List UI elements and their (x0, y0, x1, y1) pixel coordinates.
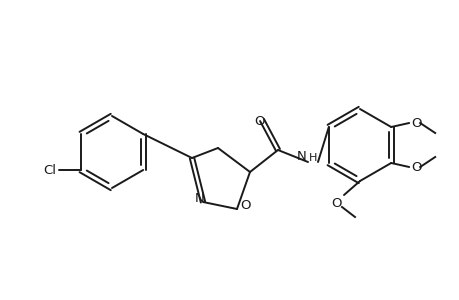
Text: H: H (308, 153, 317, 163)
Text: N: N (297, 150, 306, 163)
Text: N: N (195, 192, 204, 205)
Text: O: O (254, 115, 265, 128)
Text: O: O (240, 199, 250, 212)
Text: O: O (331, 197, 341, 210)
Text: O: O (410, 160, 421, 173)
Text: O: O (410, 116, 421, 130)
Text: Cl: Cl (43, 164, 56, 176)
